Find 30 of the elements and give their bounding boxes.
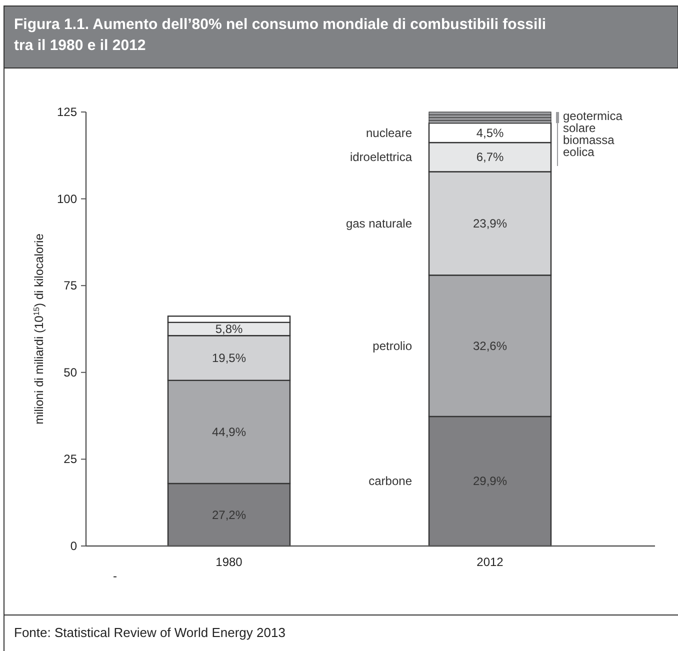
bar [428, 112, 552, 116]
y-tick-label: 50 [64, 365, 78, 380]
x-tick-label: 1980 [216, 555, 243, 569]
series-label: gas naturale [346, 216, 412, 230]
annotation: 23,9% [472, 216, 508, 230]
legend-label: biomassa [563, 133, 615, 147]
y-tick-label: 25 [64, 452, 78, 466]
source-note: Fonte: Statistical Review of World Energy 2013 [14, 625, 286, 640]
text: - [113, 569, 117, 583]
annotation: 4,5% [476, 126, 504, 140]
annotation: 44,9% [212, 424, 246, 439]
series-label: carbone [368, 474, 412, 488]
series-label: petrolio [372, 338, 412, 353]
annotation: 6,7% [476, 150, 504, 164]
series-label: nucleare [366, 126, 412, 140]
y-tick-label: 125 [56, 105, 78, 119]
series-label: solare [563, 121, 596, 135]
x-tick-label: 2012 [476, 555, 504, 569]
y-tick-label: 100 [56, 192, 78, 206]
series-label: geotermica [563, 109, 623, 123]
y-tick-label: 75 [64, 278, 78, 293]
annotation: 29,9% [472, 474, 508, 488]
annotation: 27,2% [212, 508, 246, 522]
y-tick-label: 0 [70, 539, 78, 553]
annotation: 32,6% [472, 338, 508, 353]
text: eolica [563, 145, 595, 159]
annotation: 5,8% [215, 322, 243, 336]
series-label: idroelettrica [350, 150, 412, 164]
chart-title: Figura 1.1. Aumento dell’80% nel consumo mondiale di combustibili fossili tra il 1980 e il 2012 [14, 16, 546, 54]
annotation: 19,5% [212, 350, 246, 365]
